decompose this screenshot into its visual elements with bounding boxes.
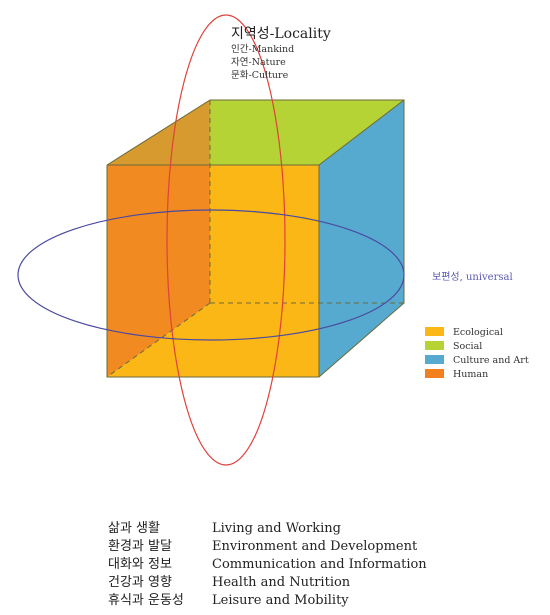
theme-list: 삶과 생활 Living and Working 환경과 발달 Environmen… <box>108 520 427 610</box>
theme-korean: 대화와 정보 <box>108 557 172 572</box>
locality-title: 지역성-Locality <box>231 26 331 42</box>
cube-front-upper-face <box>210 100 319 165</box>
locality-ellipse <box>166 14 286 466</box>
legend-label-human: Human <box>453 369 488 380</box>
legend-swatch-culture-art <box>425 355 444 364</box>
theme-english: Leisure and Mobility <box>212 593 349 608</box>
legend-label-culture-art: Culture and Art <box>453 355 529 366</box>
cube-front-lower-face <box>210 303 319 377</box>
cube-edges <box>106 99 405 378</box>
universal-label: 보편성, universal <box>432 271 513 283</box>
cube-left-front-face <box>107 165 210 377</box>
legend-swatch-ecological <box>425 327 444 336</box>
locality-sub-culture: 문화-Culture <box>231 70 289 81</box>
theme-english: Living and Working <box>212 521 341 536</box>
legend-swatch-human <box>425 369 444 378</box>
theme-korean: 휴식과 운동성 <box>108 593 184 608</box>
theme-row: 대화와 정보 Communication and Information <box>108 556 427 574</box>
theme-korean: 환경과 발달 <box>108 539 172 554</box>
legend-swatch-social <box>425 341 444 350</box>
theme-row: 환경과 발달 Environment and Development <box>108 538 427 556</box>
theme-korean: 건강과 영향 <box>108 575 172 590</box>
cube-front-face <box>210 165 319 303</box>
locality-sub-mankind: 인간-Mankind <box>231 44 294 55</box>
theme-row: 휴식과 운동성 Leisure and Mobility <box>108 592 427 610</box>
cube-right-face <box>319 100 404 377</box>
theme-row: 삶과 생활 Living and Working <box>108 520 427 538</box>
universal-ellipse <box>17 209 405 341</box>
legend-label-social: Social <box>453 341 482 352</box>
locality-sub-nature: 자연-Nature <box>231 57 286 68</box>
theme-english: Health and Nutrition <box>212 575 351 590</box>
theme-english: Environment and Development <box>212 539 418 554</box>
theme-korean: 삶과 생활 <box>108 521 160 536</box>
legend-label-ecological: Ecological <box>453 327 503 338</box>
theme-english: Communication and Information <box>212 557 427 572</box>
legend: Ecological Social Culture and Art Human <box>425 327 529 380</box>
theme-row: 건강과 영향 Health and Nutrition <box>108 574 427 592</box>
